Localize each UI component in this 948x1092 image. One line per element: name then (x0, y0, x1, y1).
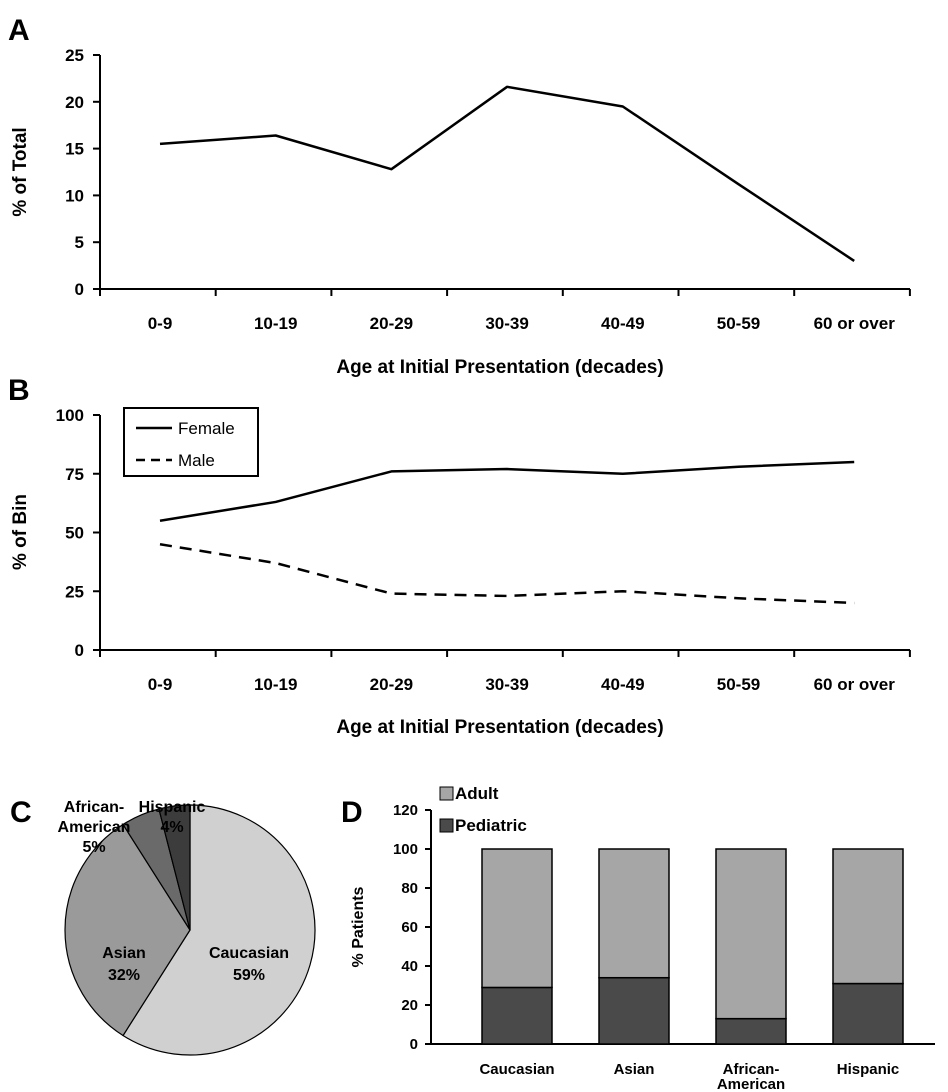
pie-label-hispanic-name: Hispanic (139, 799, 206, 816)
y-tick-label: 60 (401, 919, 418, 936)
x-tick-label: Hispanic (837, 1061, 900, 1078)
panel-a-y-label: % of Total (10, 127, 31, 216)
panel-d-legend: Adult Pediatric (439, 784, 527, 835)
panel-c: C Caucasian 59% Asian 32% African- Ameri… (10, 796, 316, 1056)
x-tick-label: Asian (614, 1061, 655, 1078)
x-tick-label: African- (723, 1061, 780, 1078)
x-tick-label: 0-9 (148, 675, 173, 694)
panel-b: B 0 25 50 75 100 0-9 10-19 20-29 30-39 40-49 50-5… (8, 374, 911, 738)
legend-adult-swatch (439, 786, 454, 801)
panel-d: D 0 20 40 60 80 100 120 Caucasian Asian African-… (341, 784, 935, 1092)
pie-label-caucasian-pct: 59% (233, 967, 265, 984)
bar-african-american-pediatric (715, 1017, 787, 1045)
bar-caucasian-adult (481, 848, 553, 989)
y-tick-label: 100 (56, 406, 84, 425)
pie-label-asian-name: Asian (102, 945, 146, 962)
x-tick-label: 60 or over (814, 314, 896, 333)
pie-label-african-american-line1: African- (64, 799, 124, 816)
pie-slice-caucasian (122, 804, 316, 1056)
series-line-male (159, 543, 855, 605)
y-tick-label: 0 (410, 1036, 418, 1053)
bar-hispanic-adult (832, 848, 904, 985)
x-tick-label: 0-9 (148, 314, 173, 333)
bar-hispanic-pediatric (832, 982, 904, 1045)
y-tick-label: 80 (401, 880, 418, 897)
bar-caucasian-pediatric (481, 986, 553, 1045)
pie-label-african-american-line2: American (58, 819, 131, 836)
panel-a: A 0 5 10 15 20 25 0-9 10-19 20-29 30-39 40-49 50-5… (8, 14, 911, 378)
bar-asian-adult (598, 848, 670, 979)
y-tick-label: 20 (65, 93, 84, 112)
series-line-0 (159, 85, 855, 262)
legend-adult-label: Adult (455, 784, 499, 803)
x-tick-label: 40-49 (601, 314, 644, 333)
y-tick-label: 5 (75, 233, 84, 252)
panel-b-x-label: Age at Initial Presentation (decades) (336, 717, 663, 738)
y-tick-label: 50 (65, 524, 84, 543)
y-tick-label: 25 (65, 582, 84, 601)
x-tick-label: 10-19 (254, 314, 297, 333)
panel-b-legend-box (123, 407, 259, 477)
panel-a-letter: A (8, 14, 30, 47)
pie-slice-hispanic (158, 804, 191, 931)
y-tick-label: 0 (75, 641, 84, 660)
x-tick-label: 30-39 (485, 314, 528, 333)
x-tick-label: Caucasian (479, 1061, 554, 1078)
x-tick-label: 20-29 (370, 675, 413, 694)
y-tick-label: 40 (401, 958, 418, 975)
x-tick-label: 40-49 (601, 675, 644, 694)
panel-c-letter: C (10, 796, 32, 829)
panel-b-legend: Female Male (123, 407, 259, 477)
pie-slice-asian (64, 823, 191, 1037)
legend-pediatric-label: Pediatric (455, 816, 527, 835)
pie-label-hispanic-pct: 4% (160, 819, 183, 836)
legend-pediatric-swatch (439, 818, 454, 833)
bar-african-american-adult (715, 848, 787, 1020)
y-tick-label: 10 (65, 186, 84, 205)
y-tick-label: 0 (75, 280, 84, 299)
y-tick-label: 100 (393, 841, 418, 858)
x-tick-label: 10-19 (254, 675, 297, 694)
bar-asian-pediatric (598, 976, 670, 1045)
panel-d-y-label: % Patients (350, 886, 367, 967)
x-tick-label: 50-59 (717, 675, 760, 694)
y-tick-label: 75 (65, 465, 84, 484)
x-tick-label: American (717, 1076, 785, 1092)
x-tick-label: 20-29 (370, 314, 413, 333)
series-line-female (159, 460, 855, 522)
panel-b-letter: B (8, 374, 30, 407)
y-tick-label: 15 (65, 140, 84, 159)
legend-female-label: Female (178, 419, 235, 438)
legend-male-label: Male (178, 451, 215, 470)
x-tick-label: 50-59 (717, 314, 760, 333)
panel-a-x-label: Age at Initial Presentation (decades) (336, 357, 663, 378)
panel-d-letter: D (341, 796, 363, 829)
x-tick-label: 60 or over (814, 675, 896, 694)
pie-label-caucasian-name: Caucasian (209, 945, 289, 962)
panel-b-y-label: % of Bin (10, 494, 31, 570)
pie-label-asian-pct: 32% (108, 967, 140, 984)
x-tick-label: 30-39 (485, 675, 528, 694)
y-tick-label: 25 (65, 46, 84, 65)
y-tick-label: 120 (393, 802, 418, 819)
pie-label-african-american-pct: 5% (82, 839, 105, 856)
y-tick-label: 20 (401, 997, 418, 1014)
